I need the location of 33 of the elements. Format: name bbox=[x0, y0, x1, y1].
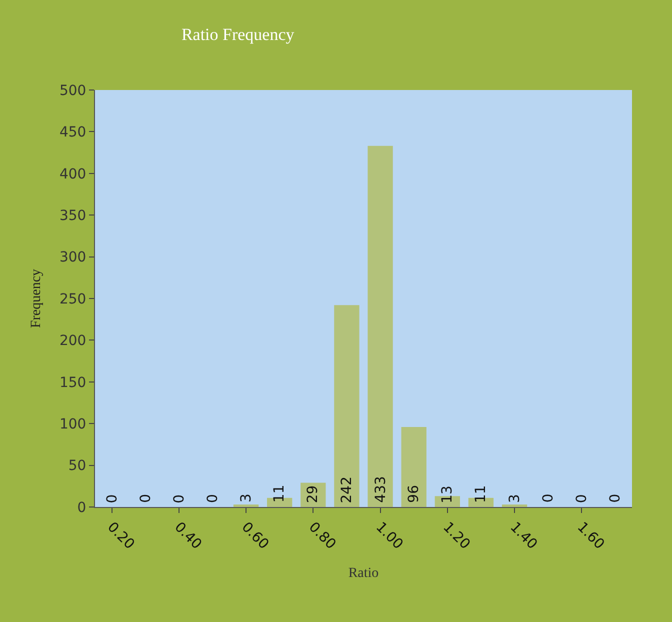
data-label: 11 bbox=[272, 484, 288, 503]
x-axis-title: Ratio bbox=[348, 566, 379, 581]
y-tick-label: 150 bbox=[59, 374, 86, 391]
data-label: 13 bbox=[439, 486, 456, 504]
y-axis-title: Frequency bbox=[29, 268, 44, 328]
data-label: 96 bbox=[406, 484, 422, 503]
y-tick-label: 500 bbox=[59, 82, 86, 99]
bar bbox=[401, 426, 426, 507]
y-tick-label: 0 bbox=[77, 500, 86, 516]
data-label: 11 bbox=[472, 485, 489, 503]
y-tick-label: 250 bbox=[59, 291, 86, 308]
y-tick-label: 400 bbox=[59, 166, 86, 182]
data-label: 433 bbox=[372, 476, 389, 503]
data-label: 3 bbox=[507, 494, 524, 504]
y-tick-label: 200 bbox=[59, 333, 86, 350]
data-label: 3 bbox=[238, 494, 255, 503]
data-label: 0 bbox=[171, 494, 188, 504]
y-tick-label: 300 bbox=[59, 250, 86, 266]
data-label: 0 bbox=[540, 494, 557, 503]
data-label: 242 bbox=[339, 476, 356, 504]
data-label: 0 bbox=[104, 494, 120, 504]
data-label: 0 bbox=[608, 494, 624, 503]
data-label: 0 bbox=[138, 494, 154, 503]
bar bbox=[334, 305, 360, 507]
data-label: 0 bbox=[204, 494, 221, 503]
data-label: 0 bbox=[574, 494, 590, 504]
bar bbox=[368, 146, 393, 507]
y-tick-label: 350 bbox=[59, 208, 86, 224]
y-tick-label: 100 bbox=[59, 416, 86, 432]
chart-title: Ratio Frequency bbox=[181, 24, 295, 44]
y-tick-label: 450 bbox=[59, 124, 86, 141]
data-label: 29 bbox=[305, 485, 322, 504]
y-tick-label: 50 bbox=[68, 458, 86, 474]
